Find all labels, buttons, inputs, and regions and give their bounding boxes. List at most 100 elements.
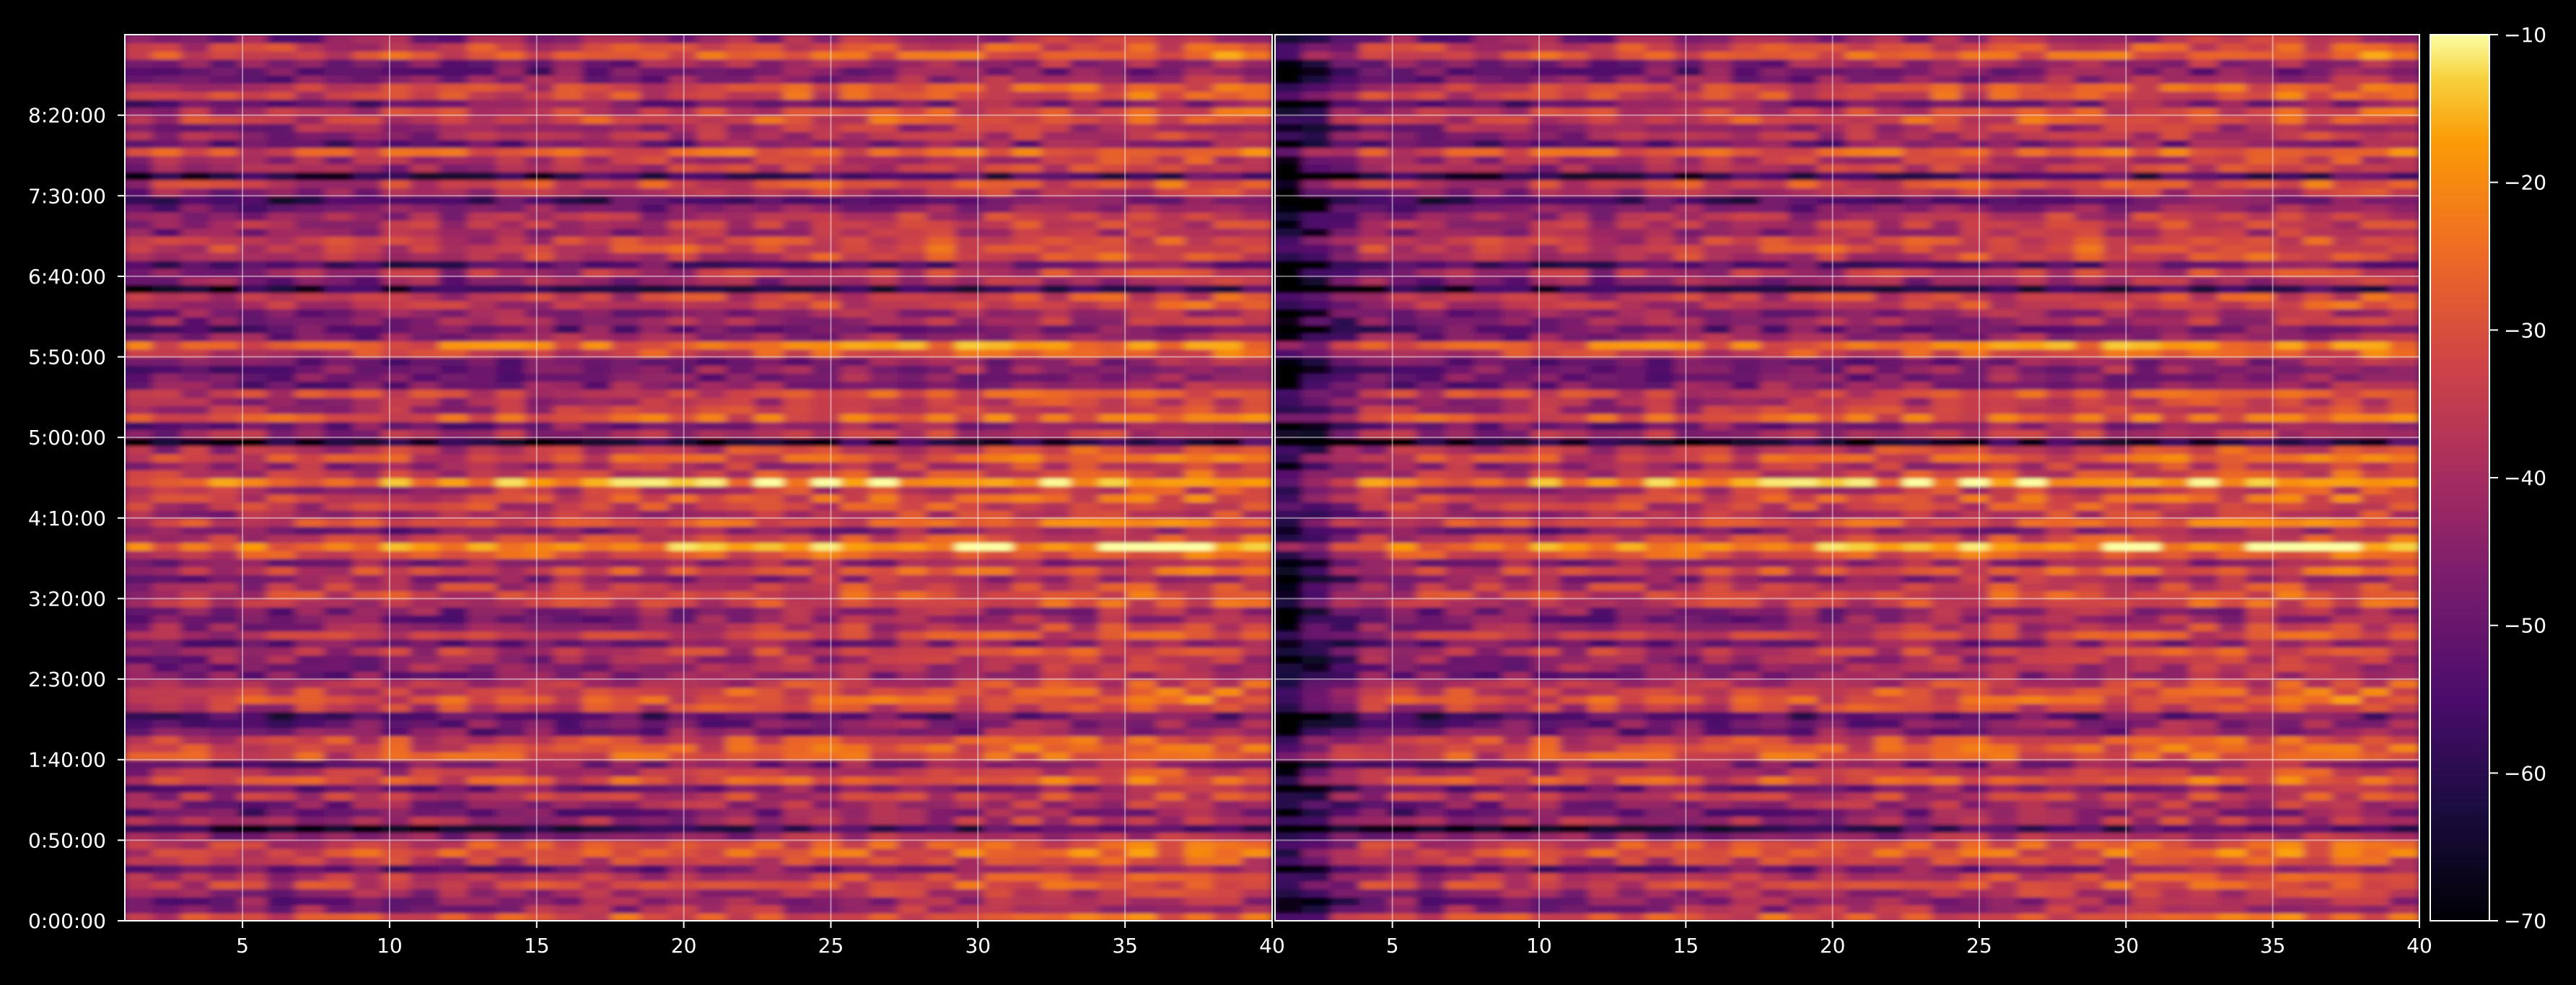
heatmap-cell xyxy=(1874,807,1906,817)
heatmap-cell xyxy=(582,341,614,350)
heatmap-cell xyxy=(1213,687,1245,696)
heatmap-cell xyxy=(668,735,701,745)
heatmap-cell xyxy=(812,292,844,302)
heatmap-cell xyxy=(955,832,987,841)
heatmap-cell xyxy=(238,308,270,318)
heatmap-cell xyxy=(582,252,614,261)
heatmap-cell xyxy=(2017,807,2049,817)
heatmap-cell xyxy=(668,517,701,527)
heatmap-cell xyxy=(496,123,528,132)
heatmap-cell xyxy=(840,735,872,745)
heatmap-cell xyxy=(1242,139,1272,149)
heatmap-cell xyxy=(1445,815,1477,826)
heatmap-cell xyxy=(238,582,270,592)
heatmap-cell xyxy=(353,364,385,374)
heatmap-cell xyxy=(266,679,299,688)
heatmap-cell xyxy=(1041,163,1073,172)
heatmap-cell xyxy=(1012,494,1045,503)
heatmap-cell xyxy=(610,486,643,495)
heatmap-cell xyxy=(1098,912,1131,921)
heatmap-cell xyxy=(783,494,815,503)
heatmap-cell xyxy=(2017,904,2049,914)
heatmap-cell xyxy=(783,598,815,608)
heatmap-cell xyxy=(1242,848,1272,857)
heatmap-cell xyxy=(926,848,958,857)
heatmap-cell xyxy=(898,115,930,124)
heatmap-cell xyxy=(1242,308,1272,318)
heatmap-cell xyxy=(783,115,815,124)
heatmap-cell xyxy=(1184,687,1217,696)
heatmap-cell xyxy=(410,155,442,165)
heatmap-cell xyxy=(926,453,958,463)
heatmap-cell xyxy=(582,558,614,567)
heatmap-cell xyxy=(812,107,844,116)
heatmap-cell xyxy=(180,502,213,511)
heatmap-cell xyxy=(610,824,643,833)
heatmap-cell xyxy=(324,751,356,761)
heatmap-cell xyxy=(1041,51,1073,60)
heatmap-cell xyxy=(1041,397,1073,406)
heatmap-cell xyxy=(295,461,328,470)
heatmap-cell xyxy=(152,292,184,302)
heatmap-cell xyxy=(1041,236,1073,245)
heatmap-cell xyxy=(2160,912,2192,921)
heatmap-cell xyxy=(496,147,528,157)
heatmap-cell xyxy=(869,727,901,737)
heatmap-cell xyxy=(1041,792,1073,801)
heatmap-cell xyxy=(295,227,328,237)
heatmap-cell xyxy=(496,227,528,237)
heatmap-cell xyxy=(1242,840,1272,849)
heatmap-cell xyxy=(468,614,499,623)
heatmap-cell xyxy=(1012,219,1045,229)
heatmap-cell xyxy=(2217,896,2249,906)
heatmap-cell xyxy=(381,655,413,664)
heatmap-cell xyxy=(295,341,328,350)
heatmap-cell xyxy=(295,743,328,753)
heatmap-cell xyxy=(898,372,930,382)
heatmap-cell xyxy=(1041,759,1073,769)
heatmap-cell xyxy=(1127,727,1160,737)
heatmap-cell xyxy=(1156,203,1188,213)
heatmap-cell xyxy=(869,405,901,414)
heatmap-cell xyxy=(812,606,844,616)
heatmap-cell xyxy=(324,83,356,92)
heatmap-cell xyxy=(697,58,729,68)
heatmap-cell xyxy=(353,349,385,358)
heatmap-cell xyxy=(783,131,815,141)
heatmap-cell xyxy=(1242,590,1272,600)
heatmap-cell xyxy=(1098,389,1131,398)
heatmap-cell xyxy=(525,413,557,422)
heatmap-cell xyxy=(725,333,758,342)
heatmap-cell xyxy=(439,534,471,543)
heatmap-cell xyxy=(553,639,586,648)
heatmap-cell xyxy=(439,437,471,447)
heatmap-cell xyxy=(812,397,844,406)
heatmap-cell xyxy=(525,751,557,761)
heatmap-cell xyxy=(754,284,787,294)
heatmap-cell xyxy=(725,51,758,60)
heatmap-cell xyxy=(610,196,643,205)
heatmap-cell xyxy=(955,203,987,213)
heatmap-cell xyxy=(324,743,356,753)
heatmap-cell xyxy=(898,51,930,60)
heatmap-cell xyxy=(610,509,643,519)
heatmap-cell xyxy=(955,509,987,519)
heatmap-cell xyxy=(1127,912,1160,921)
heatmap-cell xyxy=(125,815,155,826)
heatmap-cell xyxy=(266,123,299,132)
heatmap-cell xyxy=(439,590,471,600)
heatmap-cell xyxy=(1184,622,1217,632)
heatmap-cell xyxy=(1012,83,1045,92)
heatmap-cell xyxy=(983,139,1016,149)
heatmap-cell xyxy=(266,341,299,350)
heatmap-cell xyxy=(209,606,242,616)
heatmap-cell xyxy=(1242,759,1272,769)
heatmap-cell xyxy=(1473,904,1506,914)
heatmap-cell xyxy=(2046,840,2078,849)
heatmap-cell xyxy=(468,203,499,213)
heatmap-cell xyxy=(1645,832,1677,841)
heatmap-cell xyxy=(410,453,442,463)
heatmap-cell xyxy=(840,776,872,785)
heatmap-cell xyxy=(353,662,385,672)
heatmap-cell xyxy=(2274,832,2307,841)
